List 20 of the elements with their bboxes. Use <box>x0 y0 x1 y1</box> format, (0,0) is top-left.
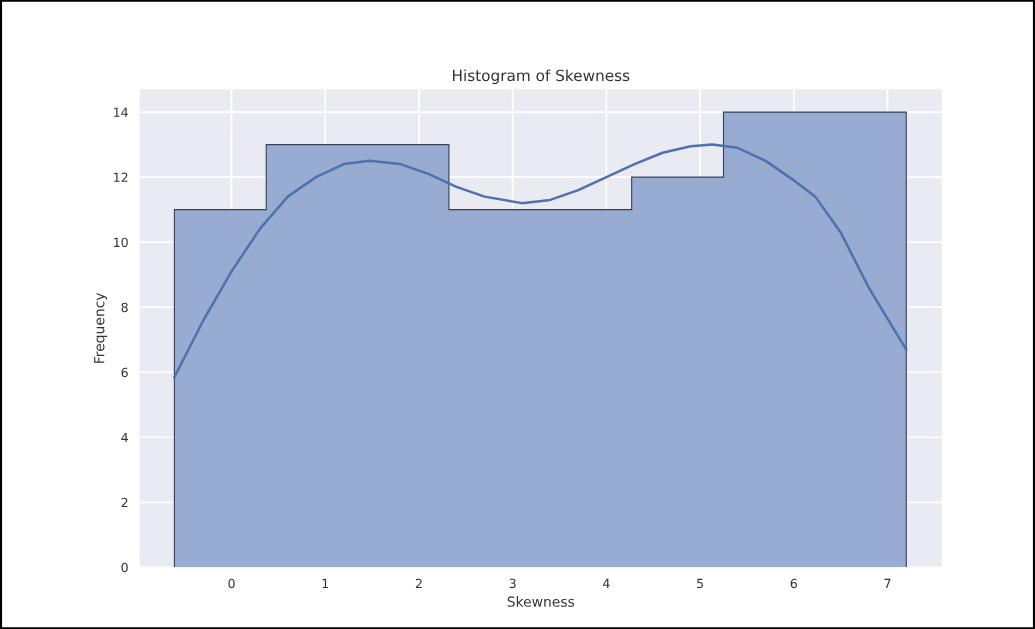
x-tick-label: 6 <box>790 578 797 589</box>
y-tick-label: 0 <box>121 562 128 573</box>
y-tick-label: 14 <box>114 107 128 117</box>
x-tick-label: 2 <box>415 578 422 588</box>
y-tick-label: 10 <box>114 237 128 248</box>
line-series <box>173 143 908 379</box>
y-tick-label: 4 <box>121 432 128 443</box>
y-tick-label: 8 <box>121 302 128 313</box>
y-axis-title: Frequency <box>94 292 108 363</box>
x-tick-label: 7 <box>884 578 891 588</box>
x-tick-label: 0 <box>228 578 235 589</box>
x-tick-label: 5 <box>697 578 703 589</box>
y-tick-label: 2 <box>121 497 128 508</box>
y-tick-label: 6 <box>121 367 128 378</box>
x-tick-label: 4 <box>603 578 610 588</box>
chart-title: Histogram of Skewness <box>453 69 630 85</box>
x-axis-title: Skewness <box>507 596 575 607</box>
x-tick-label: 3 <box>509 578 516 589</box>
x-tick-label: 1 <box>322 578 329 588</box>
y-tick-label: 12 <box>114 172 128 182</box>
